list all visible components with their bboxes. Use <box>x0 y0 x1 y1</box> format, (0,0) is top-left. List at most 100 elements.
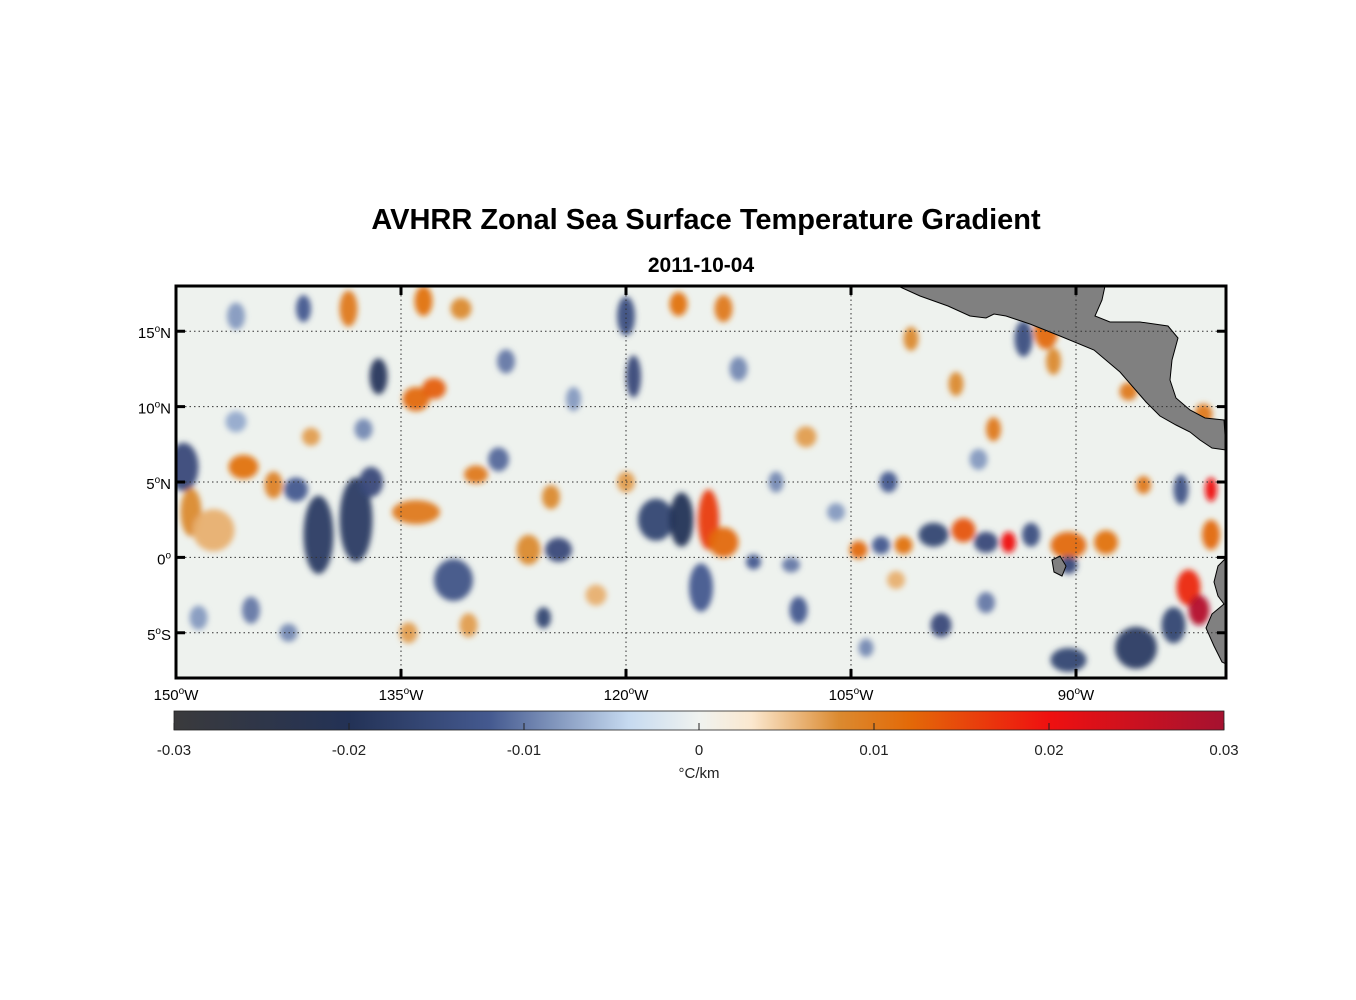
gradient-patch <box>1136 475 1151 495</box>
gradient-patch <box>450 298 472 320</box>
gradient-patch <box>1173 474 1189 505</box>
gradient-patch <box>192 509 235 552</box>
gradient-patch <box>1050 647 1087 672</box>
gradient-patch <box>488 447 509 472</box>
plot-area <box>174 284 1228 680</box>
gradient-patch <box>948 371 964 397</box>
gradient-patch <box>887 570 905 590</box>
gradient-patch <box>669 492 694 547</box>
gradient-patch <box>225 411 247 433</box>
lon-label: 105oW <box>829 686 875 704</box>
gradient-patch <box>827 503 845 522</box>
gradient-patch <box>242 596 260 624</box>
gradient-patch <box>617 296 635 336</box>
gradient-patch <box>339 477 373 562</box>
chart-subtitle: 2011-10-04 <box>647 254 755 277</box>
gradient-patch <box>189 605 208 630</box>
gradient-patch <box>974 531 998 553</box>
gradient-patch <box>795 426 817 448</box>
gradient-patch <box>626 355 641 398</box>
longitude-labels: 150oW 135oW 120oW 105oW 90oW <box>154 686 1095 704</box>
gradient-patch <box>545 537 572 562</box>
gradient-patch <box>464 465 488 484</box>
gradient-patch <box>918 522 949 547</box>
gradient-patch <box>284 477 308 502</box>
latitude-labels: 15oN 10oN 5oN 0o 5oS <box>138 324 172 644</box>
gradient-patch <box>977 592 995 614</box>
gradient-patch <box>746 554 761 570</box>
colorbar-tick-label: -0.03 <box>157 742 191 759</box>
gradient-patch <box>894 536 913 555</box>
gradient-patch <box>951 518 976 543</box>
gradient-patch <box>339 290 358 327</box>
gradient-patch <box>1161 607 1186 644</box>
gradient-patch <box>302 427 320 446</box>
lat-label: 0o <box>157 550 171 568</box>
colorbar-ticks: -0.03 -0.02 -0.01 0 0.01 0.02 0.03 <box>157 723 1239 759</box>
colorbar-tick-label: 0 <box>695 742 703 759</box>
gradient-patch <box>296 295 311 323</box>
gradient-patch <box>566 387 581 412</box>
gradient-patch <box>354 418 373 440</box>
gradient-patch <box>399 622 418 644</box>
gradient-patch <box>392 500 440 525</box>
gradient-patch <box>903 326 919 351</box>
gradient-patch <box>782 557 800 573</box>
gradient-patch <box>689 563 713 612</box>
gradient-patch <box>858 638 874 657</box>
gradient-patch <box>1188 595 1210 626</box>
gradient-patch <box>228 454 259 479</box>
gradient-patch <box>516 534 541 565</box>
lat-label: 15oN <box>138 324 171 342</box>
colorbar-tick-label: -0.01 <box>507 742 541 759</box>
gradient-patch <box>414 286 433 317</box>
lon-label: 135oW <box>379 686 425 704</box>
gradient-patch <box>369 358 388 395</box>
gradient-patch <box>176 442 199 492</box>
lon-label: 150oW <box>154 686 200 704</box>
colorbar-tick-label: 0.03 <box>1209 742 1238 759</box>
gradient-patch <box>459 613 478 638</box>
gradient-patch <box>638 498 674 541</box>
gradient-patch <box>1205 477 1217 502</box>
gradient-patch <box>1050 531 1087 559</box>
gradient-patch <box>930 613 952 638</box>
gradient-patch <box>1001 531 1016 553</box>
gradient-patch <box>422 377 446 400</box>
gradient-patch <box>1022 522 1040 547</box>
gradient-patch <box>714 295 733 323</box>
lat-label: 10oN <box>138 400 171 418</box>
colorbar-tick-label: 0.02 <box>1034 742 1063 759</box>
galapagos-island <box>1051 555 1067 577</box>
lon-label: 120oW <box>604 686 650 704</box>
gradient-patch <box>849 540 868 559</box>
landmass <box>897 286 1226 665</box>
gradient-patch <box>969 448 988 470</box>
gradient-patch <box>872 536 890 555</box>
gradient-patch <box>536 607 551 629</box>
gradient-patch <box>1014 320 1033 357</box>
gradient-patch <box>669 292 688 317</box>
gradient-patch <box>1202 519 1220 550</box>
gradient-patch <box>264 471 283 499</box>
gradient-patch <box>497 349 515 374</box>
gradient-patch <box>303 495 334 574</box>
colorbar-tick-label: 0.01 <box>859 742 888 759</box>
gradient-patch <box>1046 347 1061 375</box>
gradient-patch <box>708 527 739 558</box>
colorbar-tick-label: -0.02 <box>332 742 366 759</box>
south-america-land <box>1205 557 1226 665</box>
colorbar: -0.03 -0.02 -0.01 0 0.01 0.02 0.03 °C/km <box>157 710 1239 782</box>
central-america-land <box>897 286 1226 451</box>
gradient-patch <box>585 584 607 606</box>
colorbar-unit-label: °C/km <box>679 765 720 782</box>
gradient-patch <box>434 558 473 602</box>
gradient-patch <box>729 356 748 381</box>
gradient-patch <box>227 302 245 330</box>
gradient-patch <box>1115 626 1157 669</box>
chart-title: AVHRR Zonal Sea Surface Temperature Grad… <box>371 204 1041 236</box>
gradient-patch <box>542 485 560 510</box>
gradient-patch <box>402 387 430 412</box>
gradient-field <box>176 286 1220 672</box>
